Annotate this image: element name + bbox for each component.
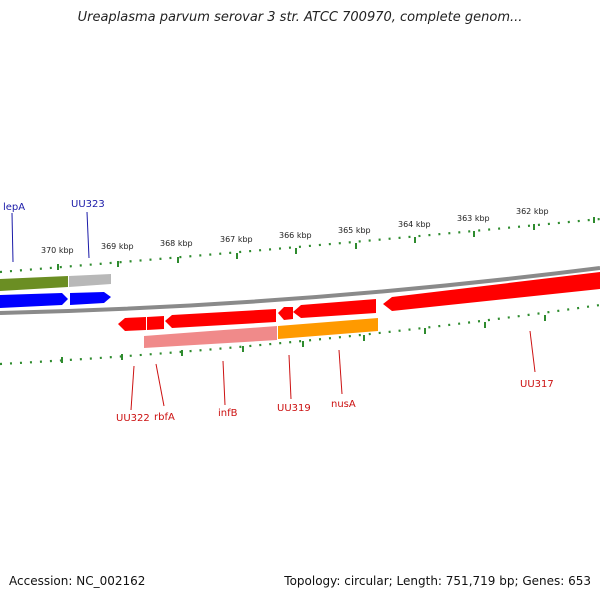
forward-genes [0,274,111,308]
scale-label: 366 kbp [279,231,312,240]
gene-orange-band[interactable] [278,318,378,339]
gene-label-rbfA[interactable]: rbfA [154,412,175,423]
accession-text: Accession: NC_002162 [9,574,146,588]
scale-label: 370 kbp [41,246,74,255]
gene-label-nusA[interactable]: nusA [331,399,356,410]
gene-UU322[interactable] [118,317,146,331]
scale-label: 365 kbp [338,226,371,235]
scale-label: 364 kbp [398,220,431,229]
leader-line-nusA [338,349,343,395]
inner-tick-dots [0,303,600,366]
outer-tick-dots [0,217,600,274]
gene-rbfA[interactable] [147,316,164,330]
scale-label: 362 kbp [516,207,549,216]
forward-gene-labels: lepA UU323 [3,199,105,263]
gene-infB[interactable] [165,309,276,328]
scale-labels: 370 kbp 369 kbp 368 kbp 367 kbp 366 kbp … [41,207,549,255]
scale-label: 363 kbp [457,214,490,223]
scale-label: 367 kbp [220,235,253,244]
reverse-gene-labels: UU322 rbfA infB UU319 nusA UU317 [116,330,554,424]
leader-line-UU322 [130,365,135,411]
gene-forward-blue-1[interactable] [0,293,68,308]
gene-label-lepA[interactable]: lepA [3,202,25,213]
gene-label-UU319[interactable]: UU319 [277,403,311,414]
gene-lepA[interactable] [0,276,68,291]
reverse-genes [118,272,600,348]
leader-line-UU317 [529,330,536,373]
map-title: Ureaplasma parvum serovar 3 str. ATCC 70… [77,10,523,25]
gene-UU323[interactable] [69,274,111,287]
leader-line-UU323 [86,211,90,259]
gene-label-UU317[interactable]: UU317 [520,379,554,390]
scale-label: 369 kbp [101,242,134,251]
leader-line-rbfA [155,363,165,407]
leader-line-UU319 [288,354,292,400]
leader-line-lepA [11,212,14,263]
scale-label: 368 kbp [160,239,193,248]
gene-pink-band[interactable] [144,326,277,348]
inner-tick-track [0,303,600,366]
gene-UU319[interactable] [278,307,293,320]
leader-line-infB [222,360,226,406]
genome-backbone [0,266,600,315]
gene-UU317[interactable] [383,272,600,311]
gene-nusA[interactable] [293,299,376,318]
gene-forward-blue-2[interactable] [70,292,111,305]
gene-label-UU322[interactable]: UU322 [116,413,150,424]
outer-tick-track [0,217,600,274]
gene-label-infB[interactable]: infB [218,408,238,419]
gene-label-UU323[interactable]: UU323 [71,199,105,210]
genome-summary-text: Topology: circular; Length: 751,719 bp; … [284,574,591,588]
